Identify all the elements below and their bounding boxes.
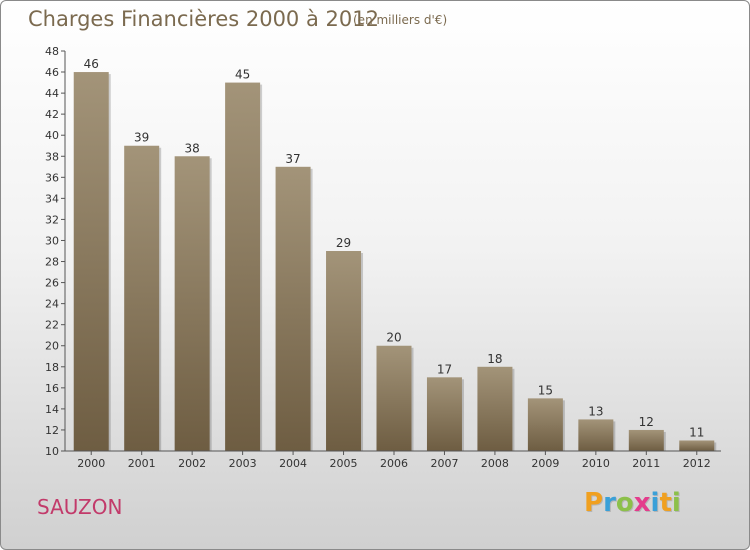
x-tick-label: 2009 (531, 457, 559, 470)
y-tick-label: 12 (45, 424, 59, 437)
x-tick-label: 2001 (128, 457, 156, 470)
logo-letter: r (603, 488, 616, 518)
y-tick-label: 20 (45, 340, 59, 353)
chart-title: Charges Financières 2000 à 2012 (28, 7, 379, 31)
x-tick-label: 2010 (582, 457, 610, 470)
y-tick-label: 32 (45, 213, 59, 226)
y-tick-label: 46 (45, 66, 59, 79)
x-tick-label: 2012 (683, 457, 711, 470)
logo-letter: x (633, 488, 651, 518)
bar-value-label: 38 (185, 141, 200, 155)
bar-value-label: 39 (134, 131, 149, 145)
y-tick-label: 28 (45, 256, 59, 269)
y-tick-label: 38 (45, 150, 59, 163)
x-tick-label: 2008 (481, 457, 509, 470)
y-axis: 10 12 14 16 18 20 22 24 26 28 30 32 34 36 38 40 42 44 46 48 (45, 45, 66, 458)
commune-name: SAUZON (37, 495, 123, 519)
bar-value-label: 20 (386, 331, 401, 345)
bar-value-label: 46 (84, 57, 99, 71)
x-tick-label: 2004 (279, 457, 307, 470)
bar (527, 398, 563, 451)
bar (225, 82, 261, 451)
x-tick-label: 2003 (229, 457, 257, 470)
bars: 46 39 38 45 37 29 20 17 18 15 13 12 11 (73, 57, 717, 451)
bar-value-label: 12 (639, 415, 654, 429)
logo-letter: o (615, 488, 634, 518)
logo-letter: t (659, 488, 672, 518)
y-tick-label: 34 (45, 192, 59, 205)
proxiti-logo: Proxiti (584, 488, 681, 518)
y-tick-label: 30 (45, 234, 59, 247)
x-tick-label: 2011 (632, 457, 660, 470)
logo-letter: i (671, 488, 681, 518)
bar-value-label: 29 (336, 236, 351, 250)
logo-letter: i (650, 488, 660, 518)
y-tick-label: 24 (45, 298, 59, 311)
bar-value-label: 13 (588, 404, 603, 418)
x-axis: 2000 2001 2002 2003 2004 2005 2006 2007 2008 2009… (65, 450, 721, 470)
y-tick-label: 16 (45, 382, 59, 395)
bar-value-label: 37 (285, 152, 300, 166)
x-tick-label: 2000 (77, 457, 105, 470)
bar (477, 366, 513, 451)
bar (124, 145, 160, 451)
bar-value-label: 11 (689, 425, 704, 439)
x-tick-label: 2007 (430, 457, 458, 470)
bar (426, 377, 462, 451)
bar (326, 251, 362, 451)
bar (73, 72, 109, 451)
bar (174, 156, 210, 451)
y-tick-label: 36 (45, 171, 59, 184)
bar-value-label: 17 (437, 362, 452, 376)
x-tick-label: 2006 (380, 457, 408, 470)
bar (628, 429, 664, 451)
bar (578, 419, 614, 451)
y-tick-label: 10 (45, 445, 59, 458)
bar-value-label: 45 (235, 68, 250, 82)
logo-letter: P (584, 488, 604, 518)
bar-value-label: 15 (538, 383, 553, 397)
y-tick-label: 14 (45, 403, 59, 416)
bar (679, 440, 715, 451)
bar (376, 345, 412, 451)
y-tick-label: 40 (45, 129, 59, 142)
bar (275, 166, 311, 451)
y-tick-label: 18 (45, 361, 59, 374)
y-tick-label: 42 (45, 108, 59, 121)
y-tick-label: 26 (45, 277, 59, 290)
y-tick-label: 44 (45, 87, 59, 100)
x-tick-label: 2002 (178, 457, 206, 470)
chart-subtitle: (en milliers d'€) (353, 13, 448, 27)
y-tick-label: 48 (45, 45, 59, 58)
bar-value-label: 18 (487, 352, 502, 366)
x-tick-label: 2005 (330, 457, 358, 470)
y-tick-label: 22 (45, 319, 59, 332)
